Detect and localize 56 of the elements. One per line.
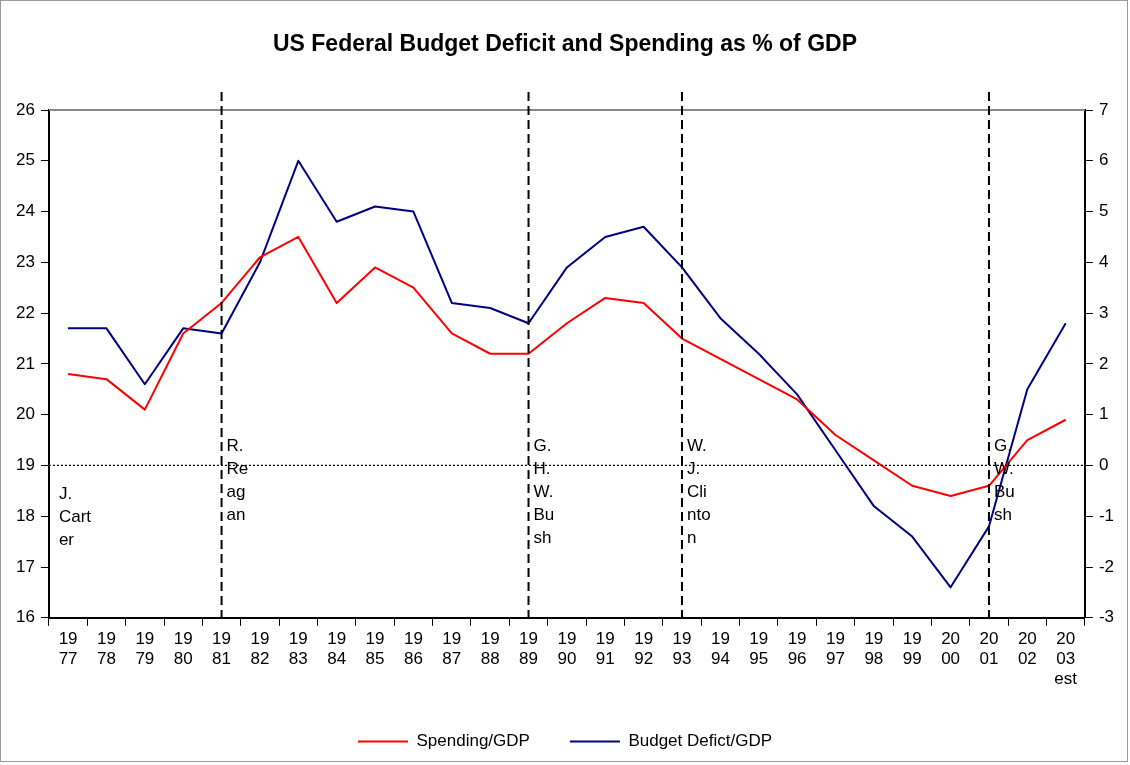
- x-tick-label: 1982: [250, 628, 270, 669]
- x-tick-label: 1986: [403, 628, 423, 669]
- y-tick-label: 16: [15, 607, 35, 627]
- x-tick-label: 1991: [595, 628, 615, 669]
- x-tick-label: 1997: [826, 628, 845, 669]
- x-tick-label: 1990: [557, 628, 577, 669]
- y-tick-label: 26: [15, 99, 35, 119]
- y2-tick-label: 1: [1098, 404, 1109, 424]
- x-tick-label: 1992: [634, 628, 654, 669]
- x-tick-label: 1993: [672, 628, 692, 669]
- x-tick-label: 2000: [941, 628, 961, 669]
- y-tick-label: 24: [15, 201, 35, 221]
- x-tick-label: 1985: [365, 628, 385, 669]
- x-tick-label: 1983: [288, 628, 308, 669]
- y-tick-label: 17: [15, 556, 35, 576]
- y-tick-label: 20: [15, 404, 35, 424]
- legend-label: Spending/GDP: [416, 731, 530, 751]
- y-tick-label: 25: [15, 150, 35, 170]
- ref-line-label: W. J. Clinton: [687, 435, 711, 547]
- annotation: J. Carter: [58, 483, 92, 549]
- x-tick-label: 1998: [864, 628, 884, 669]
- x-tick-label: 1988: [480, 628, 500, 669]
- y-tick-label: 18: [15, 505, 35, 525]
- x-tick-label: 1999: [902, 628, 922, 669]
- x-tick-label: 1994: [710, 628, 730, 669]
- x-tick-label: 1996: [787, 628, 807, 669]
- y-tick-label: 22: [15, 302, 35, 322]
- y2-tick-label: 7: [1098, 99, 1109, 119]
- y2-tick-label: 6: [1098, 150, 1109, 170]
- y2-tick-label: 3: [1098, 302, 1109, 322]
- y-tick-label: 19: [15, 455, 35, 475]
- ref-line-label: R. Reagan: [226, 435, 249, 524]
- x-tick-label: 1980: [173, 628, 193, 669]
- y2-tick-label: -2: [1098, 556, 1115, 576]
- x-tick-label: 1977: [58, 628, 78, 669]
- x-tick-label: 2003 est: [1054, 628, 1078, 689]
- chart-title: US Federal Budget Deficit and Spending as % of GDP: [272, 30, 858, 57]
- y2-tick-label: 2: [1098, 353, 1109, 373]
- y-tick-label: 21: [15, 353, 35, 373]
- x-tick-label: 1984: [327, 628, 347, 669]
- x-tick-label: 1995: [749, 628, 769, 669]
- y2-tick-label: -1: [1098, 505, 1115, 525]
- y2-tick-label: 5: [1098, 201, 1109, 221]
- y-tick-label: 23: [15, 252, 35, 272]
- x-tick-label: 2002: [1017, 628, 1037, 669]
- ref-line-label: G. H. W. Bush: [533, 435, 555, 547]
- x-tick-label: 2001: [979, 628, 999, 669]
- y2-tick-label: 0: [1098, 455, 1109, 475]
- x-tick-label: 1978: [97, 628, 116, 669]
- x-tick-label: 1979: [135, 628, 155, 669]
- x-tick-label: 1989: [519, 628, 538, 669]
- legend-label: Budget Defict/GDP: [628, 731, 773, 751]
- x-tick-label: 1987: [442, 628, 462, 669]
- y2-tick-label: 4: [1098, 252, 1109, 272]
- x-tick-label: 1981: [212, 628, 232, 669]
- y2-tick-label: -3: [1098, 607, 1115, 627]
